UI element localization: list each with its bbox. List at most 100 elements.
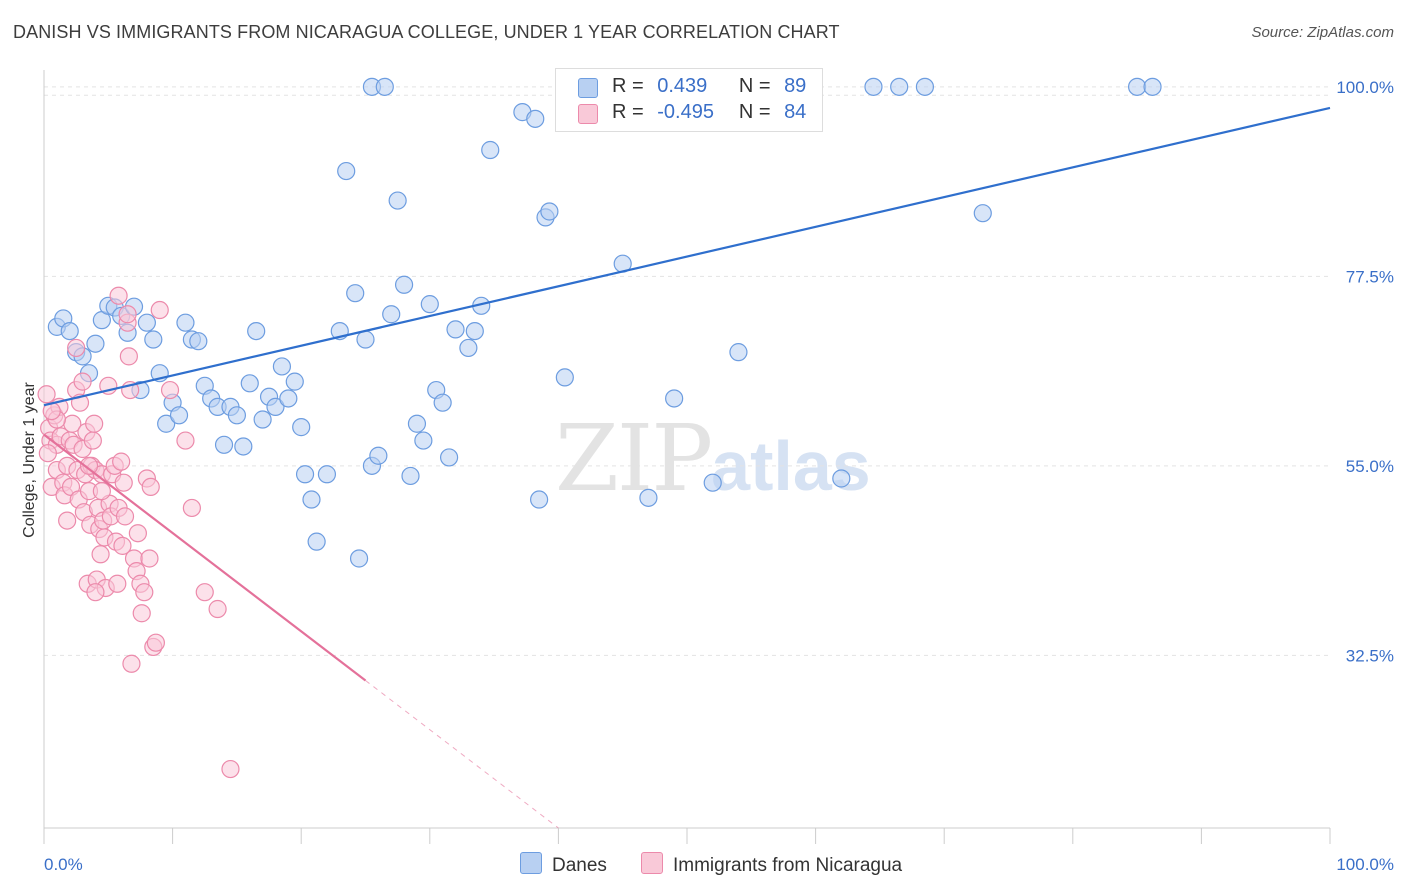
point-danes <box>394 275 414 294</box>
point-nicaragua <box>79 456 99 475</box>
point-danes <box>401 466 420 486</box>
point-danes <box>337 161 356 181</box>
point-nicaragua <box>195 583 214 602</box>
point-danes <box>240 374 259 393</box>
point-danes <box>465 321 484 341</box>
point-nicaragua <box>37 385 56 404</box>
point-danes <box>176 313 195 332</box>
y-tick-label: 55.0% <box>1346 457 1394 476</box>
point-danes <box>1143 77 1162 96</box>
point-danes <box>302 490 321 509</box>
point-nicaragua <box>91 545 110 564</box>
point-danes <box>973 204 992 223</box>
axis-layer <box>43 70 1331 844</box>
bottom-legend-danes: Danes <box>520 852 607 877</box>
point-danes <box>414 431 433 450</box>
point-danes <box>375 77 394 96</box>
point-danes <box>292 418 311 437</box>
point-danes <box>382 305 401 324</box>
point-nicaragua <box>118 305 137 324</box>
trendline-nicaragua-extension <box>365 680 559 829</box>
point-nicaragua <box>140 549 159 568</box>
y-tick-label: 100.0% <box>1336 78 1394 97</box>
legend-n-label: N = <box>738 75 771 97</box>
point-nicaragua <box>135 583 154 602</box>
legend-text-nicaragua: R = -0.495 N = 84 <box>612 101 806 124</box>
point-danes <box>439 448 459 467</box>
watermark-zip: ZIP <box>555 405 713 512</box>
point-danes <box>86 334 105 353</box>
correlation-legend: R = 0.439 N = 89 R = -0.495 N = 84 <box>555 68 823 132</box>
point-danes <box>60 321 79 341</box>
point-nicaragua <box>115 507 135 526</box>
point-danes <box>446 320 465 339</box>
source-label: Source: ZipAtlas.com <box>1251 24 1394 41</box>
x-tick-label-max: 100.0% <box>1336 855 1394 874</box>
point-nicaragua <box>132 604 151 623</box>
point-danes <box>253 410 272 429</box>
point-danes <box>864 77 883 96</box>
point-danes <box>369 446 388 465</box>
point-danes <box>295 465 315 484</box>
point-danes <box>157 414 176 433</box>
point-nicaragua <box>119 347 138 366</box>
bottom-legend-nicaragua: Immigrants from Nicaragua <box>641 852 902 877</box>
legend-n-value: 89 <box>784 75 807 97</box>
point-danes <box>349 549 369 568</box>
point-nicaragua <box>122 654 141 673</box>
point-nicaragua <box>150 300 169 320</box>
point-nicaragua <box>160 380 180 400</box>
point-danes <box>832 469 851 488</box>
point-danes <box>540 202 559 221</box>
point-nicaragua <box>109 286 128 305</box>
point-danes <box>915 77 935 96</box>
point-nicaragua <box>128 524 147 543</box>
point-nicaragua <box>58 511 77 530</box>
point-danes <box>459 338 478 358</box>
point-danes <box>388 191 407 210</box>
points-layer <box>37 77 1162 779</box>
point-danes <box>555 368 574 387</box>
point-nicaragua <box>176 431 195 450</box>
point-nicaragua <box>108 574 127 593</box>
legend-swatch-danes <box>578 78 598 98</box>
point-danes <box>729 343 748 362</box>
point-nicaragua <box>86 583 105 602</box>
point-nicaragua <box>141 477 160 496</box>
y-tick-label: 77.5% <box>1346 267 1394 286</box>
point-danes <box>214 435 234 454</box>
point-nicaragua <box>67 338 86 358</box>
chart-title: DANISH VS IMMIGRANTS FROM NICARAGUA COLL… <box>13 22 840 42</box>
point-danes <box>665 389 684 408</box>
point-nicaragua <box>182 498 201 518</box>
point-danes <box>234 437 253 456</box>
point-danes <box>356 330 375 349</box>
point-danes <box>890 77 909 96</box>
point-danes <box>420 295 439 314</box>
point-danes <box>279 389 298 408</box>
point-danes <box>144 330 163 349</box>
point-danes <box>307 532 326 551</box>
point-danes <box>481 140 500 160</box>
trend-layer <box>43 106 1331 829</box>
point-nicaragua <box>112 452 131 471</box>
point-nicaragua <box>208 599 227 619</box>
point-danes <box>266 397 285 416</box>
y-tick-label: 32.5% <box>1346 646 1394 665</box>
point-danes <box>639 488 658 507</box>
bottom-legend-swatch-nicaragua <box>641 852 663 874</box>
point-danes <box>1127 77 1147 96</box>
legend-r-value: 0.439 <box>657 75 708 97</box>
point-nicaragua <box>85 414 104 433</box>
legend-n-value: 84 <box>784 101 807 123</box>
point-nicaragua <box>92 482 111 501</box>
legend-n-label: N = <box>738 101 771 123</box>
trendline-nicaragua <box>43 433 367 682</box>
legend-text-danes: R = 0.439 N = 89 <box>612 75 806 98</box>
x-tick-label-min: 0.0% <box>44 855 83 874</box>
point-danes <box>272 357 292 376</box>
legend-r-label: R = <box>612 101 644 123</box>
point-danes <box>433 393 452 412</box>
legend-r-value: -0.495 <box>657 101 714 123</box>
grid-layer <box>44 86 1330 656</box>
